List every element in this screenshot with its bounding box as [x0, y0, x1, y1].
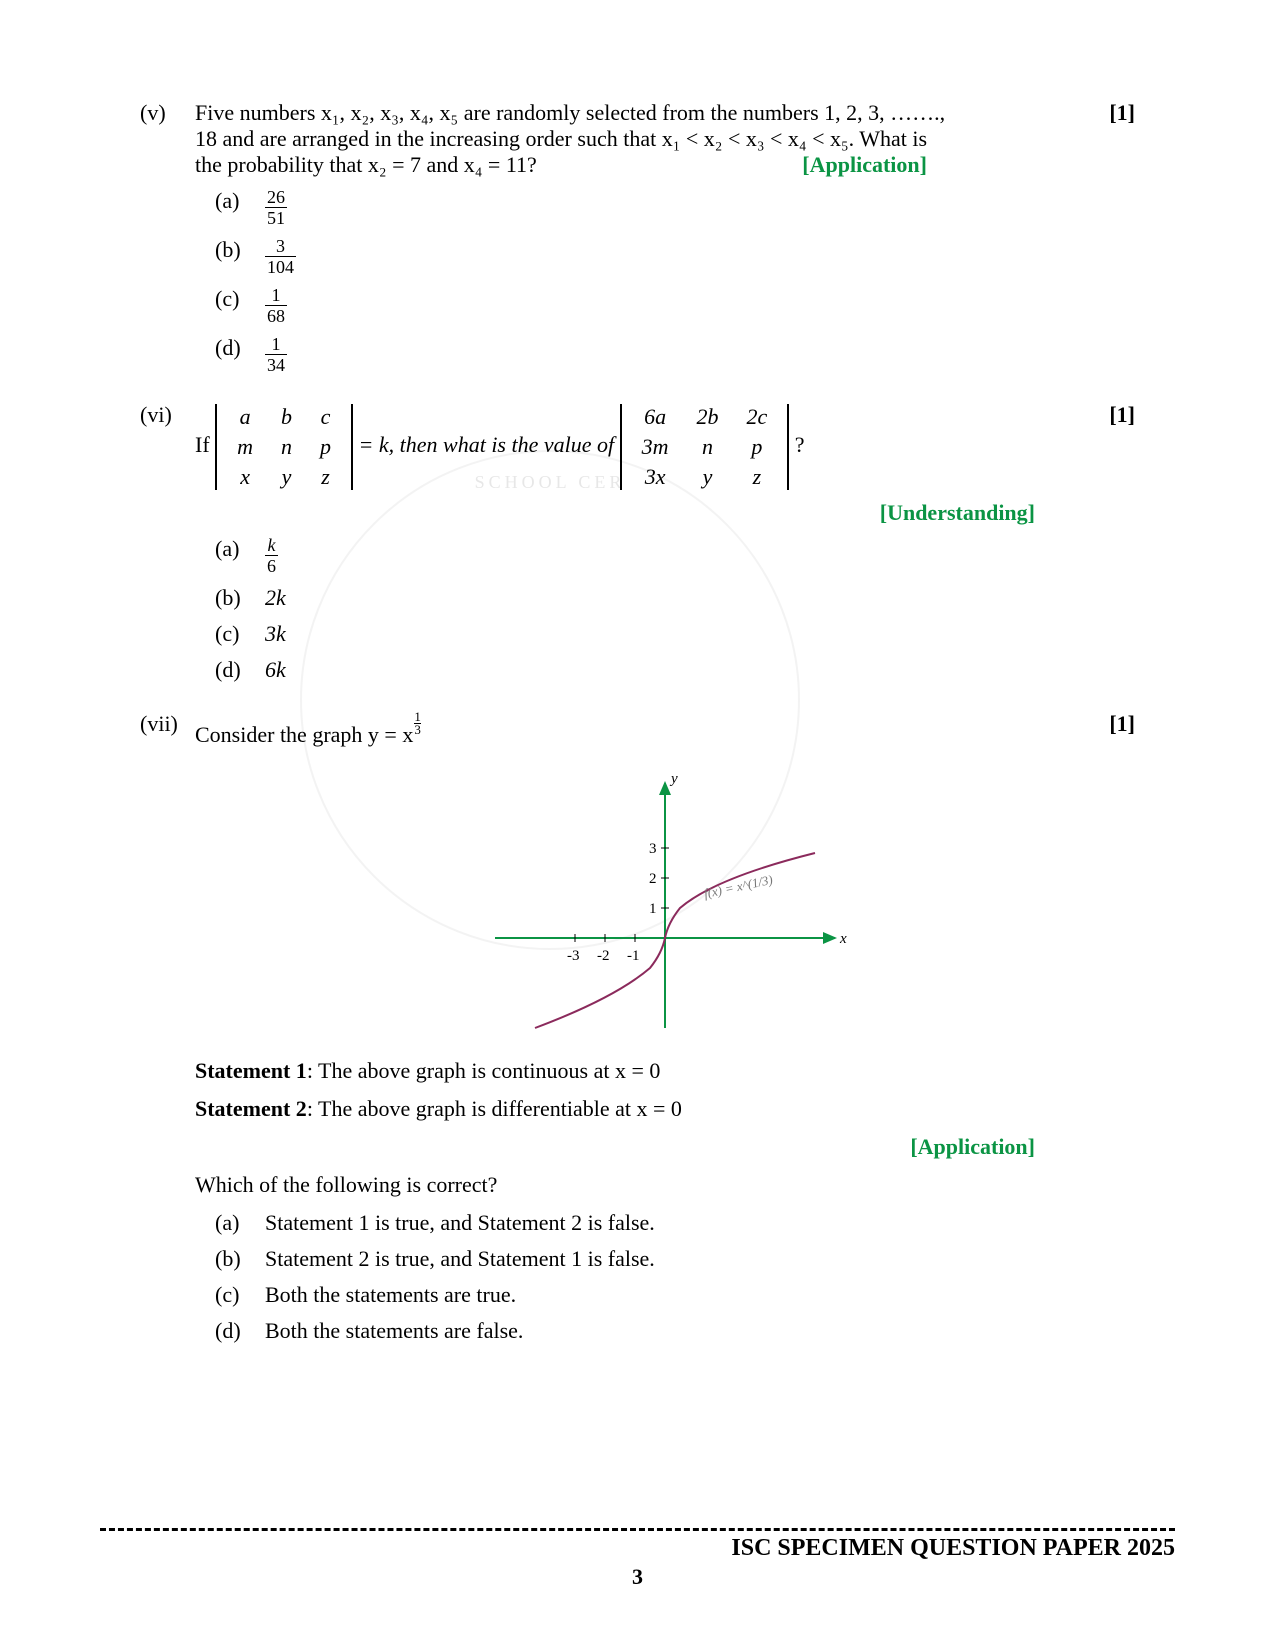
- page-number: 3: [100, 1564, 1175, 1590]
- option-label: (a): [215, 188, 265, 214]
- option-label: (b): [215, 585, 265, 611]
- skill-tag: [Application]: [910, 1134, 1035, 1159]
- question-body: [1] Five numbers x₁, x₂, x₃, x₄, x₅ are …: [195, 100, 1135, 384]
- determinant-2: 6a2b2c 3mnp 3xyz: [620, 402, 790, 492]
- marks-badge: [1]: [1109, 402, 1135, 428]
- option-label: (a): [215, 1210, 265, 1236]
- cube-root-graph: x y -3 -2 -1 1: [475, 768, 855, 1038]
- option-b: (b) Statement 2 is true, and Statement 1…: [195, 1246, 1135, 1272]
- options-list: (a) 26 51 (b) 3 104 (c) 1: [195, 188, 1135, 374]
- x-tick: -2: [597, 948, 610, 964]
- option-a: (a) Statement 1 is true, and Statement 2…: [195, 1210, 1135, 1236]
- option-label: (b): [215, 1246, 265, 1272]
- option-value: Both the statements are true.: [265, 1282, 516, 1308]
- option-b: (b) 3 104: [195, 237, 1135, 276]
- option-value: Statement 1 is true, and Statement 2 is …: [265, 1210, 655, 1236]
- option-label: (d): [215, 335, 265, 361]
- option-label: (b): [215, 237, 265, 263]
- determinant-1: abc mnp xyz: [215, 402, 353, 492]
- option-d: (d) 1 34: [195, 335, 1135, 374]
- option-label: (c): [215, 286, 265, 312]
- option-label: (c): [215, 1282, 265, 1308]
- prompt: Which of the following is correct?: [195, 1172, 1135, 1198]
- x-tick: -1: [627, 948, 640, 964]
- option-c: (c) 1 68: [195, 286, 1135, 325]
- question-body: [1] Consider the graph y = x13 x y: [195, 711, 1135, 1354]
- question-v: (v) [1] Five numbers x₁, x₂, x₃, x₄, x₅ …: [140, 100, 1135, 384]
- question-text-line: If abc mnp xyz = k, then what is the val…: [195, 402, 1135, 492]
- option-a: (a) 26 51: [195, 188, 1135, 227]
- y-axis-label: y: [669, 771, 678, 787]
- question-vi: (vi) [1] If abc mnp xyz = k, then what i…: [140, 402, 1135, 693]
- footer-title: ISC SPECIMEN QUESTION PAPER 2025: [100, 1535, 1175, 1562]
- option-label: (d): [215, 1318, 265, 1344]
- option-label: (a): [215, 536, 265, 562]
- option-value: 2k: [265, 585, 286, 611]
- question-text-line: Five numbers x₁, x₂, x₃, x₄, x₅ are rand…: [195, 100, 1135, 126]
- marks-badge: [1]: [1109, 100, 1135, 126]
- statement-1: Statement 1: The above graph is continuo…: [195, 1058, 1135, 1084]
- page-container: SCHOOL CER (v) [1] Five numbers x₁, x₂, …: [0, 0, 1275, 1650]
- skill-tag: [Application]: [802, 152, 927, 177]
- footer-divider: [100, 1528, 1175, 1531]
- options-list: (a) Statement 1 is true, and Statement 2…: [195, 1210, 1135, 1344]
- option-value: 6k: [265, 657, 286, 683]
- option-c: (c) Both the statements are true.: [195, 1282, 1135, 1308]
- option-value: Both the statements are false.: [265, 1318, 523, 1344]
- question-text-line: the probability that x₂ = 7 and x₄ = 11?…: [195, 152, 1135, 178]
- curve-path: [535, 853, 815, 1028]
- marks-badge: [1]: [1109, 711, 1135, 737]
- statement-2: Statement 2: The above graph is differen…: [195, 1096, 1135, 1122]
- fraction: 1 68: [265, 286, 287, 325]
- option-a: (a) k 6: [195, 536, 1135, 575]
- option-d: (d) Both the statements are false.: [195, 1318, 1135, 1344]
- fraction: 3 104: [265, 237, 296, 276]
- options-list: (a) k 6 (b) 2k (c) 3k (d) 6k: [195, 536, 1135, 683]
- page-footer: ISC SPECIMEN QUESTION PAPER 2025 3: [100, 1528, 1175, 1590]
- option-c: (c) 3k: [195, 621, 1135, 647]
- option-b: (b) 2k: [195, 585, 1135, 611]
- option-d: (d) 6k: [195, 657, 1135, 683]
- question-text-line: 18 and are arranged in the increasing or…: [195, 126, 1135, 152]
- option-label: (c): [215, 621, 265, 647]
- option-value: 3k: [265, 621, 286, 647]
- x-axis-label: x: [839, 931, 847, 947]
- x-tick: -3: [567, 948, 580, 964]
- skill-tag: [Understanding]: [880, 500, 1035, 525]
- y-tick: 1: [649, 901, 657, 917]
- fraction: 1 34: [265, 335, 287, 374]
- question-body: [1] If abc mnp xyz = k, then what is the…: [195, 402, 1135, 693]
- question-text-line: Consider the graph y = x13: [195, 711, 1135, 748]
- y-tick: 2: [649, 871, 657, 887]
- fraction: k 6: [265, 536, 278, 575]
- y-tick: 3: [649, 841, 657, 857]
- question-number: (v): [140, 100, 195, 384]
- option-value: Statement 2 is true, and Statement 1 is …: [265, 1246, 655, 1272]
- question-number: (vii): [140, 711, 195, 1354]
- question-vii: (vii) [1] Consider the graph y = x13 x: [140, 711, 1135, 1354]
- question-number: (vi): [140, 402, 195, 693]
- fraction: 26 51: [265, 188, 287, 227]
- option-label: (d): [215, 657, 265, 683]
